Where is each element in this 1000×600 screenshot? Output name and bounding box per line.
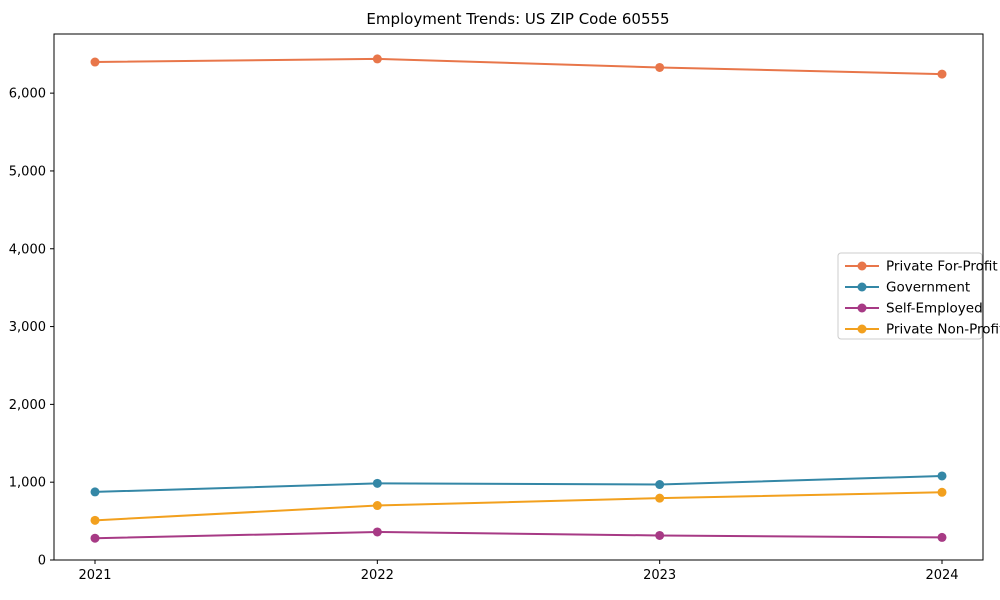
data-point-private-non-profit-2022: [372, 501, 382, 511]
x-axis-tick-label: 2023: [643, 568, 676, 583]
y-axis-tick-label: 2,000: [9, 398, 46, 413]
data-point-self-employed-2023: [655, 530, 665, 540]
y-axis-tick-label: 1,000: [9, 476, 46, 491]
data-point-self-employed-2022: [372, 527, 382, 537]
series-layer: [90, 54, 947, 543]
y-axis-tick-label: 0: [38, 554, 46, 569]
y-axis-tick-label: 6,000: [9, 87, 46, 102]
plot-area-border: [53, 33, 984, 561]
x-axis-tick-label: 2024: [925, 568, 958, 583]
series-line-private-non-profit: [94, 491, 943, 522]
data-point-government-2022: [372, 478, 382, 488]
legend-label-government: Government: [886, 280, 970, 296]
y-axis-tick-label: 4,000: [9, 242, 46, 257]
legend-label-private-for-profit: Private For-Profit: [886, 259, 998, 275]
chart-title: Employment Trends: US ZIP Code 60555: [366, 10, 669, 28]
x-axis-tick-label: 2022: [361, 568, 394, 583]
data-point-private-non-profit-2024: [937, 487, 947, 497]
axes-layer: 0 1,000 2,000 3,000 4,000 5,000 6,000 2021 2022 2…: [9, 87, 959, 583]
data-point-private-non-profit-2021: [90, 515, 100, 525]
data-point-self-employed-2024: [937, 532, 947, 542]
data-point-government-2024: [937, 471, 947, 481]
y-axis-tick-label: 3,000: [9, 320, 46, 335]
x-axis-tick-label: 2021: [78, 568, 111, 583]
data-point-private-for-profit-2022: [372, 54, 382, 64]
legend-marker-self-employed: [857, 303, 867, 313]
legend-box: [837, 252, 983, 340]
legend-marker-private-for-profit: [857, 261, 867, 271]
series-line-self-employed: [94, 530, 943, 540]
data-point-private-non-profit-2023: [655, 493, 665, 503]
legend: Private For-Profit Government Self-Employe…: [837, 252, 1000, 340]
legend-marker-government: [857, 282, 867, 292]
legend-label-self-employed: Self-Employed: [886, 301, 983, 317]
legend-label-private-non-profit: Private Non-Profit: [886, 322, 1000, 338]
data-point-private-for-profit-2024: [937, 69, 947, 79]
data-point-private-for-profit-2021: [90, 57, 100, 67]
series-line-government: [94, 474, 943, 493]
data-point-government-2021: [90, 487, 100, 497]
legend-marker-private-non-profit: [857, 324, 867, 334]
y-axis-tick-label: 5,000: [9, 164, 46, 179]
series-line-private-for-profit: [94, 57, 943, 76]
data-point-government-2023: [655, 480, 665, 490]
data-point-self-employed-2021: [90, 533, 100, 543]
data-point-private-for-profit-2023: [655, 62, 665, 72]
